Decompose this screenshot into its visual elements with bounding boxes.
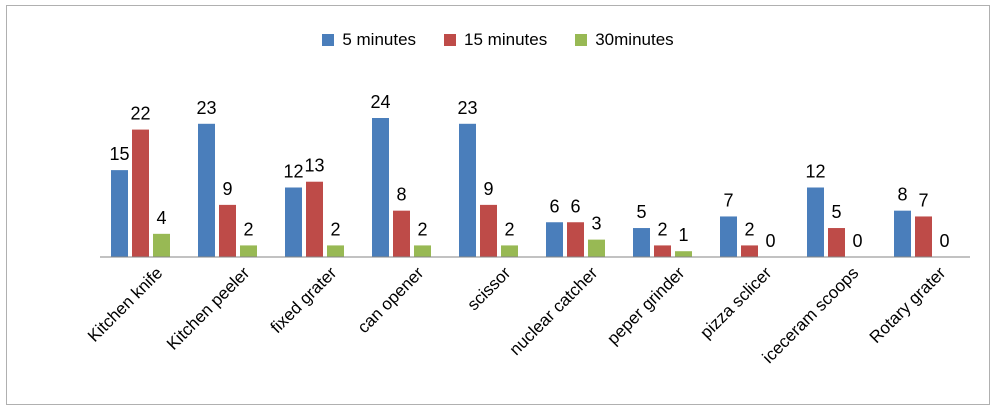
category-label-can-opener: can opener [354, 263, 428, 337]
category-label-rotary-grater: Rotary grater [866, 263, 950, 347]
bar-fixed-grater-15-minutes [306, 181, 323, 257]
bar-fixed-grater-5-minutes [285, 187, 302, 257]
category-label-kitchen-peeler: Kitchen peeler [163, 263, 254, 354]
bar-kitchen-peeler-5-minutes [198, 123, 215, 258]
bar-kitchen-peeler-15-minutes [219, 204, 236, 257]
legend-label-30-minutes: 30minutes [595, 30, 674, 49]
data-label-can-opener-15-minutes: 8 [396, 185, 406, 205]
bar-can-opener-30minutes [414, 245, 431, 257]
category-label-fixed-grater: fixed grater [267, 263, 341, 337]
data-label-pizza-sclicer-5-minutes: 7 [723, 190, 733, 210]
data-label-pizza-sclicer-15-minutes: 2 [744, 219, 754, 239]
data-label-peper-grinder-5-minutes: 5 [636, 202, 646, 222]
bar-nuclear-catcher-5-minutes [546, 222, 563, 257]
bar-pizza-sclicer-5-minutes [720, 216, 737, 257]
data-label-can-opener-30minutes: 2 [417, 219, 427, 239]
chart-frame [6, 5, 990, 405]
bar-scissor-30minutes [501, 245, 518, 257]
bar-peper-grinder-15-minutes [654, 245, 671, 257]
bar-scissor-5-minutes [459, 123, 476, 258]
data-label-kitchen-knife-30minutes: 4 [156, 208, 166, 228]
chart-legend: 5 minutes 15 minutes 30minutes [0, 30, 996, 50]
bar-kitchen-knife-5-minutes [111, 170, 128, 257]
category-label-iceceram-scoops: iceceram scoops [759, 263, 863, 367]
bars-layer [111, 118, 932, 258]
bar-pizza-sclicer-15-minutes [741, 245, 758, 257]
bar-rotary-grater-15-minutes [915, 216, 932, 257]
bar-rotary-grater-5-minutes [894, 210, 911, 257]
data-label-fixed-grater-30minutes: 2 [330, 219, 340, 239]
data-label-iceceram-scoops-30minutes: 0 [852, 231, 862, 251]
legend-item-30-minutes: 30minutes [575, 30, 674, 50]
data-label-iceceram-scoops-15-minutes: 5 [831, 202, 841, 222]
data-label-kitchen-peeler-30minutes: 2 [243, 219, 253, 239]
data-label-fixed-grater-15-minutes: 13 [304, 156, 324, 176]
bar-iceceram-scoops-5-minutes [807, 187, 824, 257]
data-label-kitchen-knife-5-minutes: 15 [109, 144, 129, 164]
data-label-peper-grinder-30minutes: 1 [678, 225, 688, 245]
legend-label-5-minutes: 5 minutes [342, 30, 417, 49]
data-label-fixed-grater-5-minutes: 12 [283, 162, 303, 182]
bar-nuclear-catcher-30minutes [588, 239, 605, 257]
bar-peper-grinder-5-minutes [633, 228, 650, 257]
category-label-nuclear-catcher: nuclear catcher [506, 263, 602, 359]
bar-fixed-grater-30minutes [327, 245, 344, 257]
bar-peper-grinder-30minutes [675, 251, 692, 257]
legend-swatch-30-minutes [575, 34, 588, 46]
category-label-pizza-sclicer: pizza sclicer [696, 263, 775, 342]
category-label-kitchen-knife: Kitchen knife [84, 263, 166, 345]
data-label-rotary-grater-15-minutes: 7 [918, 190, 928, 210]
data-label-peper-grinder-15-minutes: 2 [657, 219, 667, 239]
data-label-can-opener-5-minutes: 24 [370, 92, 390, 112]
data-label-nuclear-catcher-30minutes: 3 [591, 214, 601, 234]
legend-label-15-minutes: 15 minutes [464, 30, 548, 49]
data-label-rotary-grater-5-minutes: 8 [897, 185, 907, 205]
data-label-kitchen-peeler-5-minutes: 23 [196, 98, 216, 118]
data-label-kitchen-knife-15-minutes: 22 [130, 104, 150, 124]
data-label-nuclear-catcher-15-minutes: 6 [570, 196, 580, 216]
data-label-pizza-sclicer-30minutes: 0 [765, 231, 775, 251]
data-label-scissor-5-minutes: 23 [457, 98, 477, 118]
bar-iceceram-scoops-15-minutes [828, 228, 845, 257]
legend-swatch-5-minutes [322, 34, 335, 46]
legend-swatch-15-minutes [444, 34, 457, 46]
data-label-iceceram-scoops-5-minutes: 12 [805, 162, 825, 182]
data-label-kitchen-peeler-15-minutes: 9 [222, 179, 232, 199]
legend-item-15-minutes: 15 minutes [444, 30, 547, 50]
data-label-scissor-30minutes: 2 [504, 219, 514, 239]
bar-kitchen-knife-30minutes [153, 233, 170, 257]
bar-can-opener-15-minutes [393, 210, 410, 257]
category-label-scissor: scissor [463, 263, 514, 314]
bar-nuclear-catcher-15-minutes [567, 222, 584, 257]
data-label-scissor-15-minutes: 9 [483, 179, 493, 199]
bar-kitchen-knife-15-minutes [132, 129, 149, 257]
data-label-rotary-grater-30minutes: 0 [939, 231, 949, 251]
bar-scissor-15-minutes [480, 204, 497, 257]
category-label-peper-grinder: peper grinder [603, 263, 688, 348]
bar-kitchen-peeler-30minutes [240, 245, 257, 257]
legend-item-5-minutes: 5 minutes [322, 30, 416, 50]
data-label-nuclear-catcher-5-minutes: 6 [549, 196, 559, 216]
bar-can-opener-5-minutes [372, 118, 389, 257]
